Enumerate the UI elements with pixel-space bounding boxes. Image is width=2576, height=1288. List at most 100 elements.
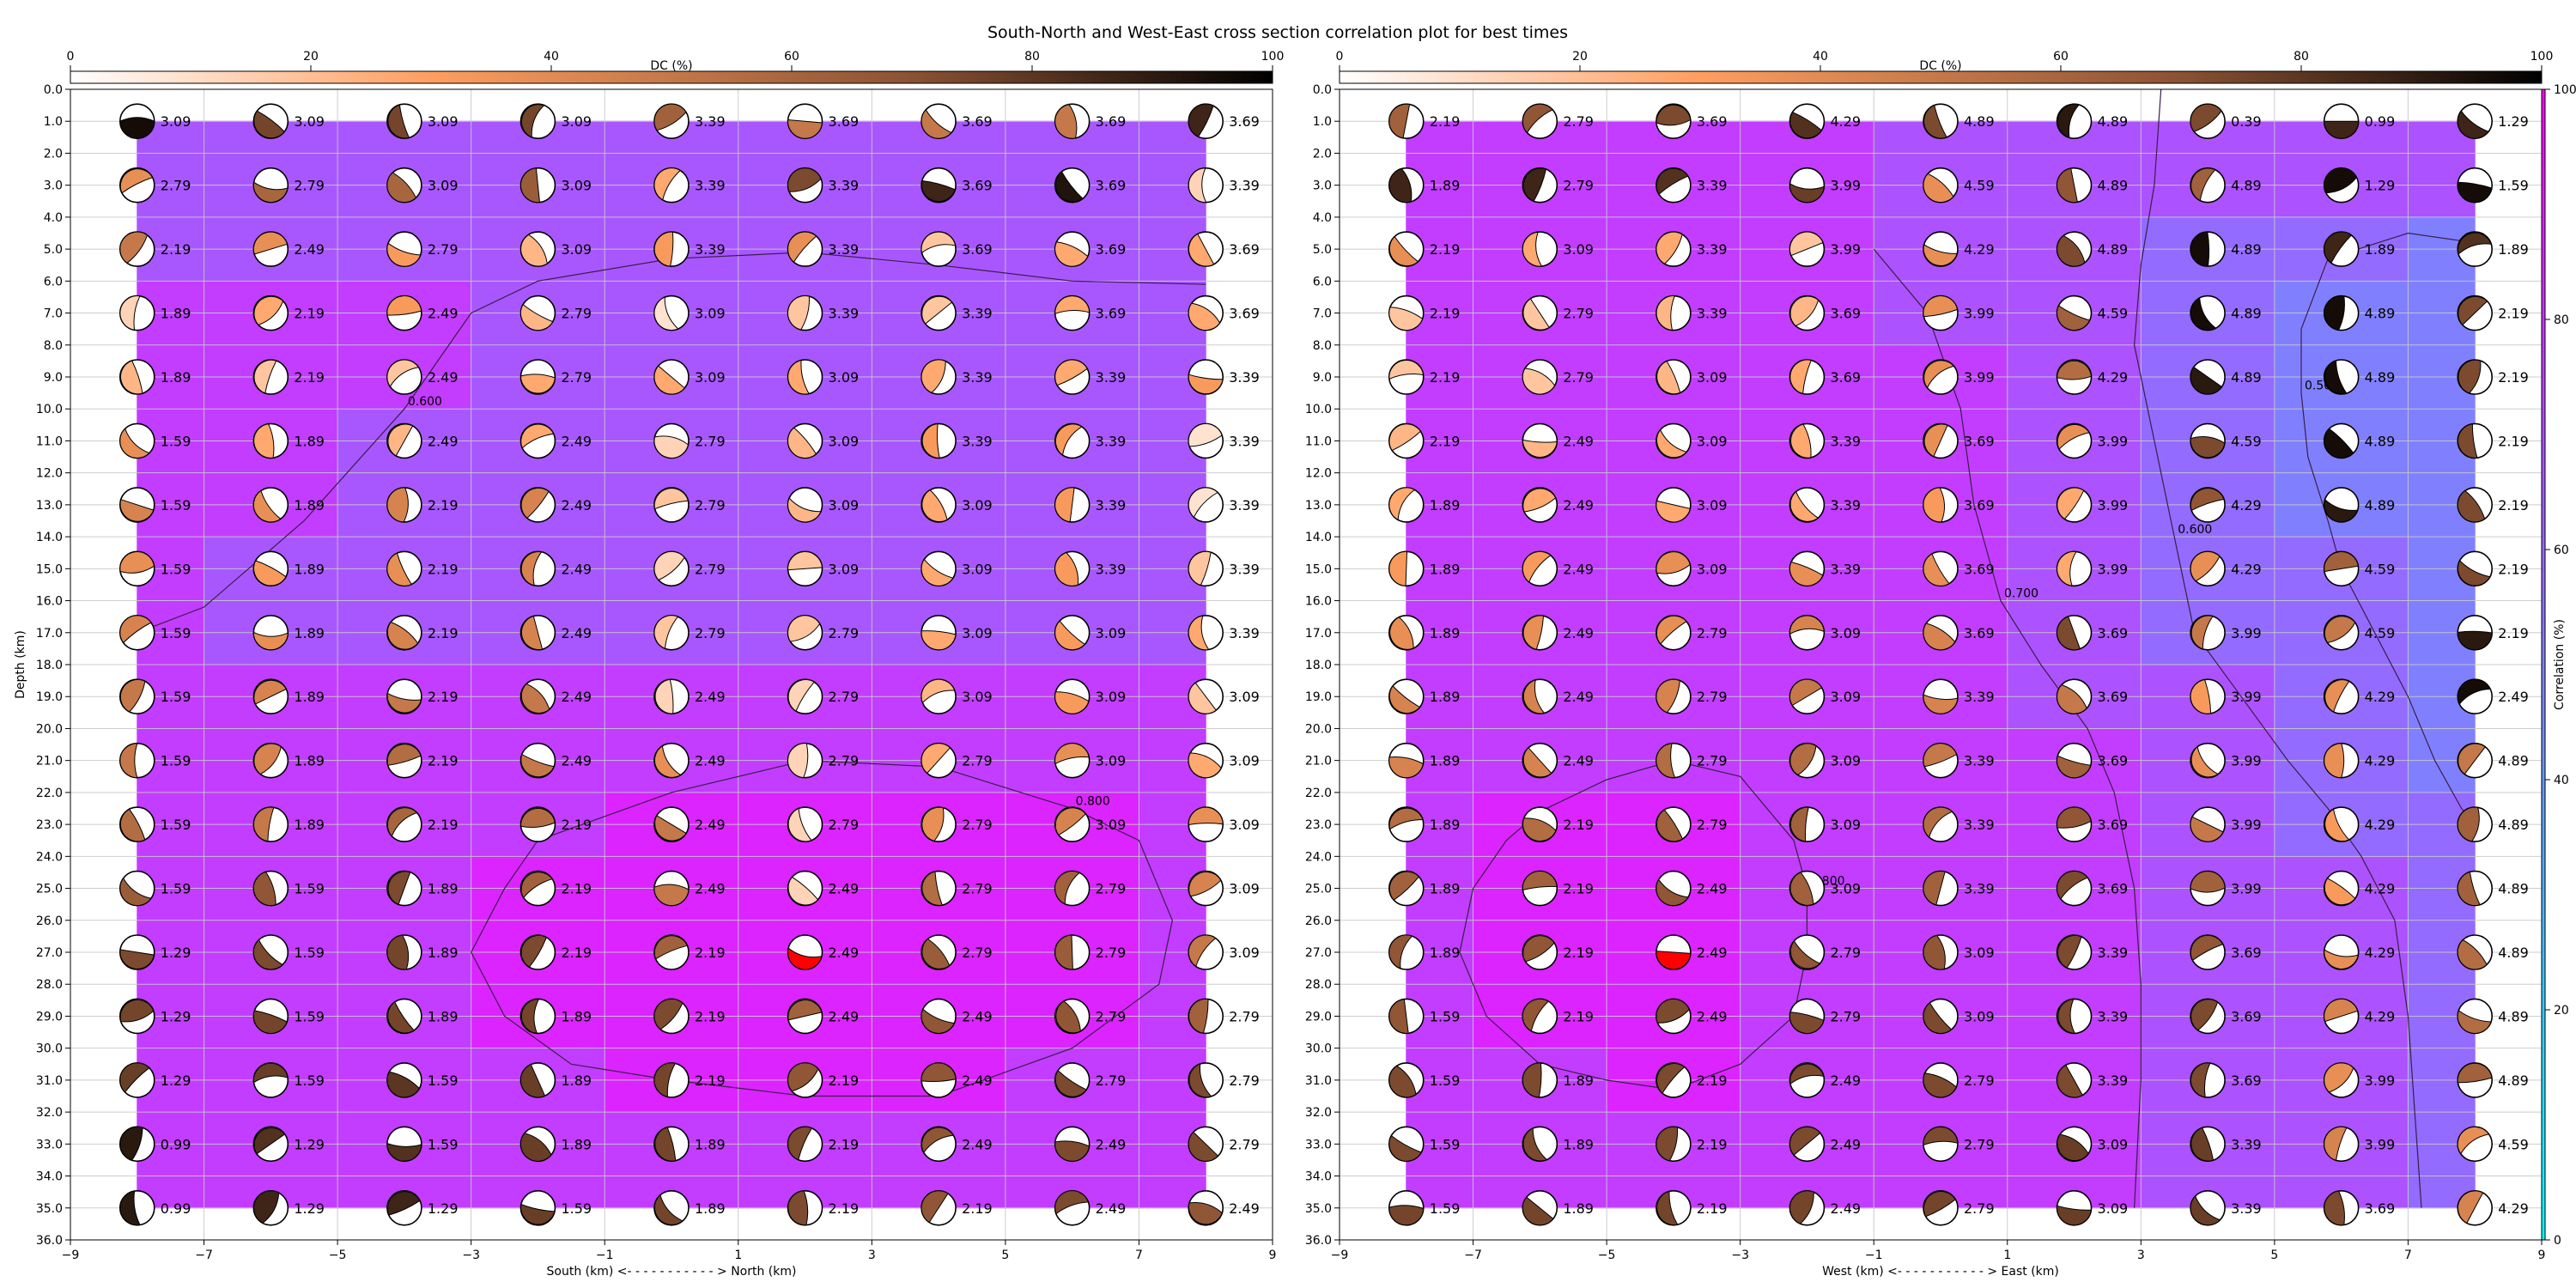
- beach-ball: [1923, 1126, 1959, 1163]
- beach-ball-quadrant: [119, 499, 155, 522]
- y-tick-label: 33.0: [36, 1138, 63, 1151]
- beach-ball-quadrant: [1522, 439, 1558, 458]
- dc-colorbar-right-label: DC (%): [1919, 59, 1961, 73]
- time-label: 2.79: [161, 178, 191, 194]
- beach-ball-quadrant: [1789, 295, 1820, 327]
- time-label: 3.99: [1964, 306, 1995, 322]
- x-tick-label: −9: [1331, 1249, 1349, 1262]
- beach-ball-quadrant: [1188, 682, 1218, 714]
- beach-ball: [1656, 231, 1692, 267]
- beach-ball: [653, 678, 690, 715]
- beach-ball: [519, 359, 556, 395]
- beach-ball: [118, 1189, 155, 1226]
- beach-ball: [920, 614, 957, 651]
- beach-ball: [1188, 1062, 1224, 1098]
- beach-ball: [787, 998, 823, 1035]
- time-label: 1.89: [161, 306, 191, 322]
- beach-ball: [2190, 998, 2226, 1035]
- time-label: 3.69: [1229, 241, 1260, 258]
- beach-ball-quadrant: [2057, 998, 2076, 1034]
- beach-ball: [653, 1189, 690, 1226]
- beach-ball-quadrant: [1923, 295, 1959, 318]
- beach-ball: [252, 998, 289, 1035]
- beach-ball-quadrant: [1055, 1000, 1081, 1034]
- time-label: 1.89: [161, 369, 191, 386]
- beach-ball: [1656, 614, 1692, 651]
- time-label: 3.69: [1697, 113, 1728, 130]
- x-tick-label: 5: [2270, 1249, 2278, 1262]
- y-tick-label: 22.0: [36, 787, 63, 800]
- time-label: 2.79: [1830, 1008, 1861, 1024]
- beach-ball-quadrant: [1388, 999, 1409, 1034]
- beach-ball-quadrant: [1054, 487, 1075, 523]
- beach-ball: [118, 1126, 155, 1163]
- beach-ball-quadrant: [1054, 551, 1079, 586]
- time-label: 1.89: [561, 1072, 592, 1089]
- time-label: 1.59: [1430, 1136, 1461, 1152]
- beach-ball-quadrant: [787, 167, 822, 192]
- beach-ball-quadrant: [1789, 231, 1824, 257]
- time-label: 2.19: [1430, 369, 1461, 386]
- contour-line: [1459, 760, 1807, 1091]
- beach-ball: [2323, 1126, 2360, 1163]
- time-label: 4.29: [2098, 369, 2129, 386]
- beach-ball-quadrant: [1054, 359, 1088, 386]
- beach-ball: [1522, 231, 1558, 267]
- beach-ball-quadrant: [1188, 374, 1224, 395]
- time-label: 3.09: [1830, 881, 1861, 897]
- time-label: 4.89: [2098, 178, 2129, 194]
- time-label: 3.69: [2365, 1200, 2396, 1217]
- time-label: 2.19: [2498, 561, 2529, 577]
- time-label: 4.89: [2498, 1008, 2529, 1024]
- beach-ball: [252, 487, 289, 523]
- beach-ball: [1789, 103, 1826, 140]
- beach-ball: [1789, 806, 1826, 842]
- time-label: 2.79: [1830, 945, 1861, 961]
- beach-ball: [2190, 422, 2226, 459]
- correlation-tick-label: 40: [2554, 774, 2569, 787]
- beach-ball-quadrant: [1923, 553, 1950, 586]
- beach-ball-quadrant: [1656, 1126, 1679, 1162]
- beach-ball-quadrant: [1388, 487, 1416, 521]
- y-tick-label: 30.0: [1305, 1042, 1332, 1056]
- beach-ball: [2056, 870, 2093, 907]
- time-label: 3.39: [1697, 241, 1728, 258]
- time-label: 3.09: [1964, 1008, 1995, 1024]
- beach-ball: [1388, 934, 1425, 970]
- time-label: 2.79: [1697, 689, 1728, 705]
- beach-ball-quadrant: [921, 806, 945, 841]
- time-label: 2.49: [1830, 1136, 1861, 1152]
- beach-ball-quadrant: [2457, 1010, 2492, 1034]
- time-label: 2.19: [1563, 817, 1594, 833]
- time-label: 3.69: [1830, 369, 1861, 386]
- beach-ball-quadrant: [1789, 1190, 1814, 1224]
- time-label: 4.89: [2365, 497, 2396, 513]
- y-tick-label: 21.0: [1305, 755, 1332, 769]
- time-label: 3.39: [962, 306, 993, 322]
- time-label: 1.89: [294, 561, 325, 577]
- time-label: 0.99: [161, 1200, 191, 1217]
- beach-ball: [1923, 1189, 1959, 1226]
- beach-ball: [1522, 103, 1558, 140]
- beach-ball-quadrant: [653, 998, 683, 1030]
- time-label: 2.19: [1563, 881, 1594, 897]
- beach-ball: [2323, 870, 2360, 907]
- correlation-colorbar-label: Correlation (%): [2553, 619, 2567, 710]
- beach-ball: [2056, 550, 2093, 587]
- time-label: 2.49: [294, 241, 325, 258]
- beach-ball-quadrant: [2457, 1062, 2493, 1084]
- beach-ball: [519, 806, 556, 842]
- beach-ball-quadrant: [2458, 1190, 2484, 1224]
- beach-ball: [1789, 678, 1826, 715]
- beach-ball: [2190, 870, 2226, 907]
- beach-ball-quadrant: [2324, 616, 2356, 644]
- beach-ball-quadrant: [1656, 104, 1692, 126]
- beach-ball: [2056, 167, 2093, 204]
- beach-ball-quadrant: [653, 435, 690, 459]
- beach-ball-quadrant: [2190, 366, 2223, 395]
- beach-ball-quadrant: [1656, 743, 1676, 779]
- time-label: 4.89: [2231, 241, 2262, 258]
- dc-colorbar-right-ticks: 0 20 40 60 80 100: [1336, 50, 2553, 71]
- beach-ball-quadrant: [653, 550, 685, 581]
- beach-ball: [1054, 1189, 1091, 1226]
